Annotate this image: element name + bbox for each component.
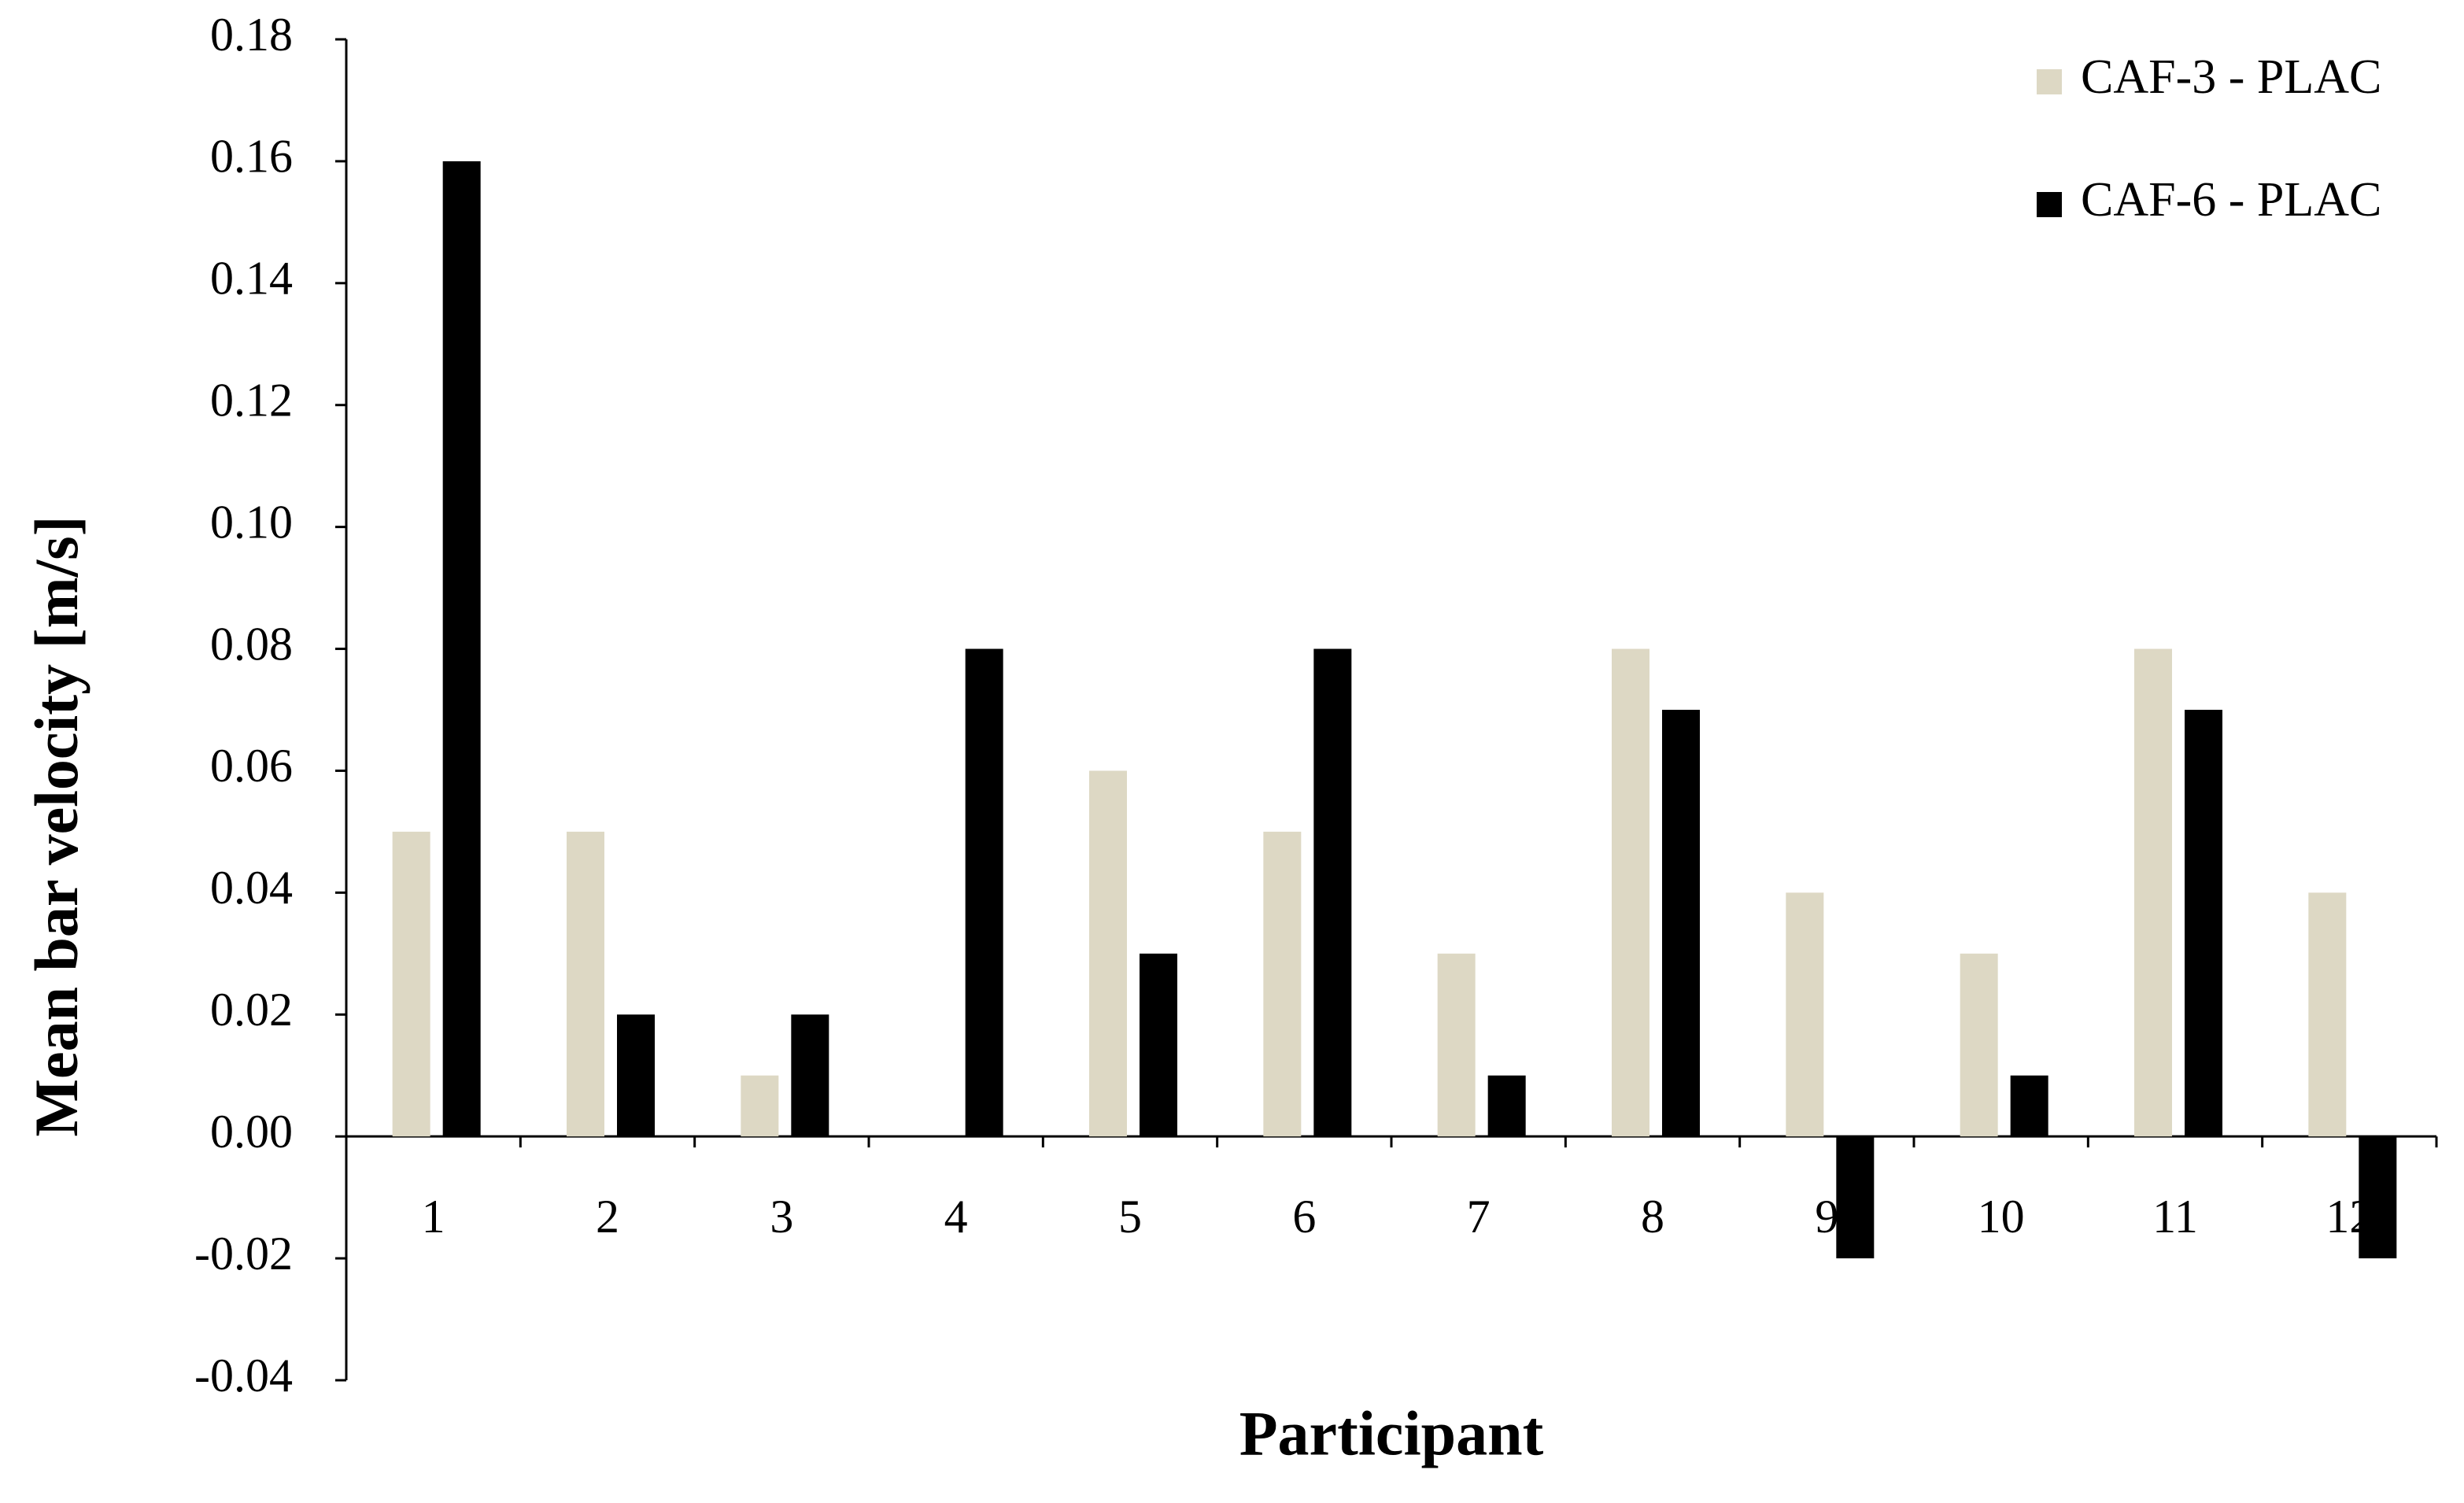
bar [2185, 710, 2222, 1137]
y-tick-label: -0.02 [194, 1228, 293, 1280]
x-tick-label: 10 [1978, 1191, 2025, 1243]
y-tick-label: 0.06 [210, 740, 293, 792]
x-tick-label: 4 [944, 1191, 968, 1243]
x-tick-label: 6 [1292, 1191, 1316, 1243]
bar [1140, 953, 1177, 1137]
bar [1662, 710, 1700, 1137]
bar [1836, 1136, 1875, 1259]
legend-label: CAF-3 - PLAC [2081, 50, 2381, 104]
bar [1263, 831, 1302, 1137]
x-tick-label: 3 [770, 1191, 793, 1243]
x-tick-label: 11 [2152, 1191, 2198, 1243]
bar [2359, 1136, 2397, 1259]
x-tick-label: 8 [1641, 1191, 1664, 1243]
bar [392, 831, 430, 1137]
bar [791, 1014, 829, 1137]
bar [617, 1014, 655, 1137]
y-tick-label: 0.14 [210, 253, 293, 305]
y-tick-label: 0.02 [210, 984, 293, 1036]
bar [567, 831, 604, 1137]
bar [1960, 953, 1998, 1137]
y-tick-label: 0.12 [210, 374, 293, 426]
x-tick-label: 7 [1467, 1191, 1491, 1243]
x-tick-label: 5 [1118, 1191, 1142, 1243]
bar [1487, 1075, 1526, 1137]
y-tick-label: 0.16 [210, 131, 293, 183]
bar [2134, 648, 2172, 1137]
bar [1786, 892, 1824, 1137]
y-axis-title: Mean bar velocity [m/s] [22, 515, 91, 1136]
bar [1313, 648, 1352, 1137]
y-tick-label: -0.04 [194, 1350, 293, 1401]
bar [1089, 770, 1127, 1137]
x-axis-title: Participant [1239, 1399, 1544, 1468]
x-tick-label: 1 [422, 1191, 445, 1243]
legend-swatch [2037, 192, 2062, 217]
bar [1437, 953, 1476, 1137]
legend-label: CAF-6 - PLAC [2081, 173, 2381, 227]
bar [741, 1075, 779, 1137]
bar [442, 161, 481, 1137]
y-tick-label: 0.00 [210, 1106, 293, 1158]
y-tick-label: 0.04 [210, 862, 293, 914]
bar [965, 648, 1003, 1137]
bar [1612, 648, 1649, 1137]
bar [2308, 892, 2347, 1137]
y-tick-label: 0.10 [210, 496, 293, 548]
x-tick-label: 9 [1815, 1191, 1838, 1243]
bar [2010, 1075, 2048, 1137]
y-tick-label: 0.18 [210, 9, 293, 61]
legend-swatch [2037, 69, 2062, 94]
x-tick-label: 2 [596, 1191, 619, 1243]
y-tick-label: 0.08 [210, 618, 293, 670]
